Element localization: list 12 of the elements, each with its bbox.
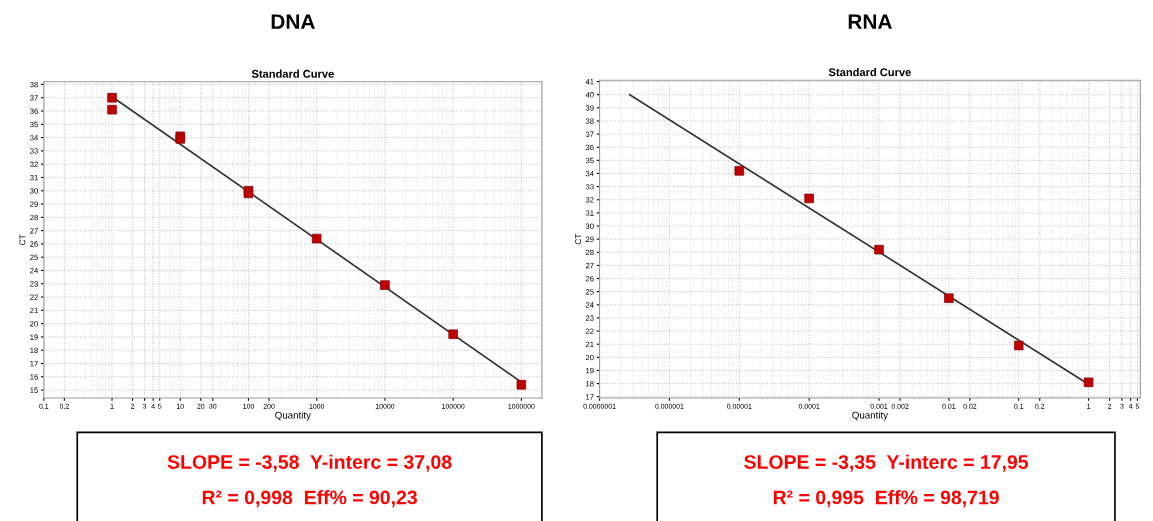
- chart-title: RNA: [848, 14, 892, 29]
- x-axis-title: Quantity: [852, 411, 889, 421]
- y-axis-title: CT: [575, 233, 582, 245]
- chart-subtitle: Standard Curve: [251, 69, 334, 78]
- text: SLOPE = -3,35 Y-interc = 17,95: [744, 454, 1029, 472]
- y-axis-title: CT: [19, 234, 26, 246]
- text: R² = 0,995 Eff% = 98,719: [773, 490, 999, 508]
- text: SLOPE = -3,58 Y-interc = 37,08: [167, 454, 452, 472]
- chart-subtitle: Standard Curve: [828, 68, 911, 77]
- x-axis-title: Quantity: [275, 411, 311, 421]
- text: R² = 0,998 Eff% = 90,23: [202, 490, 417, 508]
- chart-title: DNA: [271, 14, 315, 29]
